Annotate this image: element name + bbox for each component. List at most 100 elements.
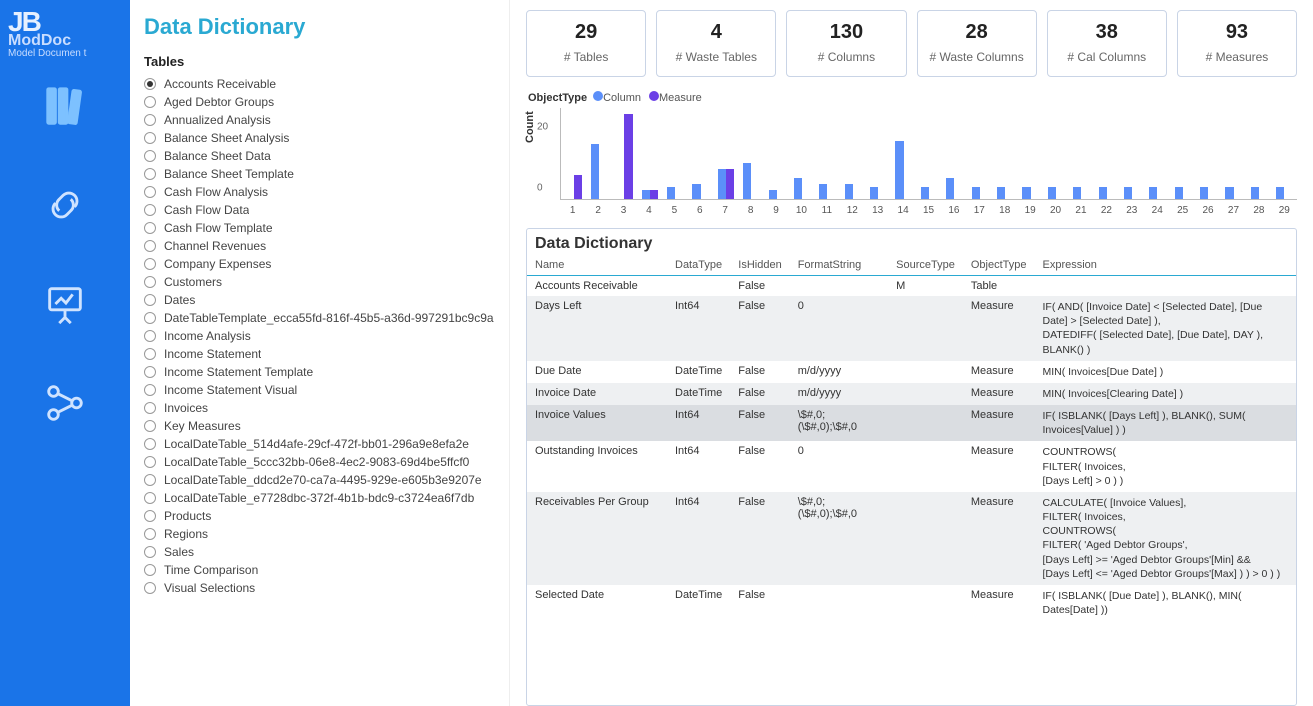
chart-bar-column[interactable]	[718, 169, 726, 199]
radio-icon	[144, 438, 156, 450]
table-radio-item[interactable]: Sales	[144, 543, 499, 561]
chart-bar-column[interactable]	[642, 190, 650, 199]
chart-bar-column[interactable]	[1251, 187, 1259, 199]
chart-bar-column[interactable]	[1099, 187, 1107, 199]
table-radio-item[interactable]: LocalDateTable_e7728dbc-372f-4b1b-bdc9-c…	[144, 489, 499, 507]
chart-bar-column[interactable]	[1124, 187, 1132, 199]
table-radio-item[interactable]: Dates	[144, 291, 499, 309]
nav-relationships-icon[interactable]	[42, 182, 88, 231]
table-radio-item[interactable]: Products	[144, 507, 499, 525]
chart-bar-measure[interactable]	[624, 114, 632, 199]
table-radio-item[interactable]: Accounts Receivable	[144, 75, 499, 93]
chart-bar-column[interactable]	[591, 144, 599, 199]
table-header-cell[interactable]: Name	[527, 255, 667, 276]
chart-bar-column[interactable]	[794, 178, 802, 199]
chart-bar-column[interactable]	[1276, 187, 1284, 199]
table-radio-item[interactable]: LocalDateTable_5ccc32bb-06e8-4ec2-9083-6…	[144, 453, 499, 471]
chart-bar-column[interactable]	[946, 178, 954, 199]
table-header-cell[interactable]: IsHidden	[730, 255, 789, 276]
chart-bar-column[interactable]	[769, 190, 777, 199]
table-radio-item[interactable]: Income Analysis	[144, 327, 499, 345]
chart-bar-column[interactable]	[997, 187, 1005, 199]
table-radio-label: Regions	[164, 527, 208, 541]
chart-bar-column[interactable]	[1048, 187, 1056, 199]
chart-bar-column[interactable]	[895, 141, 903, 199]
chart-bar-column[interactable]	[921, 187, 929, 199]
table-row[interactable]: Invoice DateDateTimeFalsem/d/yyyyMeasure…	[527, 383, 1296, 405]
table-radio-item[interactable]: Company Expenses	[144, 255, 499, 273]
tables-heading: Tables	[144, 54, 499, 69]
table-row[interactable]: Receivables Per GroupInt64False\$#,0;(\$…	[527, 492, 1296, 585]
nav-presentation-icon[interactable]	[42, 281, 88, 330]
chart-bar-column[interactable]	[743, 163, 751, 199]
chart-x-label: 22	[1101, 205, 1112, 216]
table-cell: \$#,0;(\$#,0);\$#,0	[790, 492, 888, 585]
table-radio-item[interactable]: Income Statement Template	[144, 363, 499, 381]
chart-bar-column[interactable]	[1149, 187, 1157, 199]
table-radio-item[interactable]: Visual Selections	[144, 579, 499, 597]
kpi-card[interactable]: 29# Tables	[526, 10, 646, 77]
nav-lineage-icon[interactable]	[42, 380, 88, 429]
chart-bar-column[interactable]	[870, 187, 878, 199]
table-cell: False	[730, 361, 789, 383]
chart-bar-measure[interactable]	[650, 190, 658, 199]
table-radio-item[interactable]: Aged Debtor Groups	[144, 93, 499, 111]
table-cell	[888, 441, 963, 492]
table-radio-label: Visual Selections	[164, 581, 255, 595]
chart-bar-column[interactable]	[972, 187, 980, 199]
table-radio-item[interactable]: Cash Flow Data	[144, 201, 499, 219]
table-header-cell[interactable]: DataType	[667, 255, 730, 276]
object-type-chart: Count 020 123456789101112131415161718192…	[526, 108, 1297, 218]
radio-icon	[144, 510, 156, 522]
chart-bar-column[interactable]	[692, 184, 700, 199]
table-header-cell[interactable]: ObjectType	[963, 255, 1035, 276]
table-row[interactable]: Days LeftInt64False0MeasureIF( AND( [Inv…	[527, 296, 1296, 361]
chart-bar-column[interactable]	[1073, 187, 1081, 199]
kpi-card[interactable]: 4# Waste Tables	[656, 10, 776, 77]
table-cell: Measure	[963, 441, 1035, 492]
table-radio-item[interactable]: Regions	[144, 525, 499, 543]
table-row[interactable]: Due DateDateTimeFalsem/d/yyyyMeasureMIN(…	[527, 361, 1296, 383]
table-radio-item[interactable]: Key Measures	[144, 417, 499, 435]
table-row[interactable]: Outstanding InvoicesInt64False0MeasureCO…	[527, 441, 1296, 492]
chart-bar-column[interactable]	[1200, 187, 1208, 199]
kpi-card[interactable]: 130# Columns	[786, 10, 906, 77]
table-radio-item[interactable]: Annualized Analysis	[144, 111, 499, 129]
table-cell	[888, 361, 963, 383]
table-radio-item[interactable]: Cash Flow Template	[144, 219, 499, 237]
table-header-cell[interactable]: FormatString	[790, 255, 888, 276]
table-radio-item[interactable]: Balance Sheet Template	[144, 165, 499, 183]
table-row[interactable]: Invoice ValuesInt64False\$#,0;(\$#,0);\$…	[527, 405, 1296, 441]
table-radio-item[interactable]: Income Statement Visual	[144, 381, 499, 399]
chart-bar-column[interactable]	[845, 184, 853, 199]
kpi-card[interactable]: 38# Cal Columns	[1047, 10, 1167, 77]
brand-tagline: Model Documen t	[8, 48, 122, 59]
table-radio-item[interactable]: Time Comparison	[144, 561, 499, 579]
chart-bar-column[interactable]	[819, 184, 827, 199]
chart-bar-measure[interactable]	[726, 169, 734, 199]
table-radio-item[interactable]: Invoices	[144, 399, 499, 417]
nav-dictionary-icon[interactable]	[42, 83, 88, 132]
radio-icon	[144, 384, 156, 396]
table-radio-item[interactable]: Income Statement	[144, 345, 499, 363]
kpi-card[interactable]: 93# Measures	[1177, 10, 1297, 77]
chart-bar-column[interactable]	[1175, 187, 1183, 199]
chart-bar-column[interactable]	[1225, 187, 1233, 199]
table-radio-item[interactable]: Balance Sheet Data	[144, 147, 499, 165]
table-radio-item[interactable]: Balance Sheet Analysis	[144, 129, 499, 147]
table-row[interactable]: Accounts ReceivableFalseMTable	[527, 276, 1296, 297]
chart-bar-measure[interactable]	[574, 175, 582, 199]
table-radio-item[interactable]: LocalDateTable_514d4afe-29cf-472f-bb01-2…	[144, 435, 499, 453]
table-radio-item[interactable]: DateTableTemplate_ecca55fd-816f-45b5-a36…	[144, 309, 499, 327]
table-radio-item[interactable]: Cash Flow Analysis	[144, 183, 499, 201]
table-header-cell[interactable]: SourceType	[888, 255, 963, 276]
table-radio-item[interactable]: Customers	[144, 273, 499, 291]
chart-bar-column[interactable]	[667, 187, 675, 199]
kpi-card[interactable]: 28# Waste Columns	[917, 10, 1037, 77]
table-radio-item[interactable]: LocalDateTable_ddcd2e70-ca7a-4495-929e-e…	[144, 471, 499, 489]
chart-bar-column[interactable]	[1022, 187, 1030, 199]
table-row[interactable]: Selected DateDateTimeFalseMeasureIF( ISB…	[527, 585, 1296, 621]
table-radio-item[interactable]: Channel Revenues	[144, 237, 499, 255]
table-header-cell[interactable]: Expression	[1034, 255, 1296, 276]
table-cell	[888, 585, 963, 621]
